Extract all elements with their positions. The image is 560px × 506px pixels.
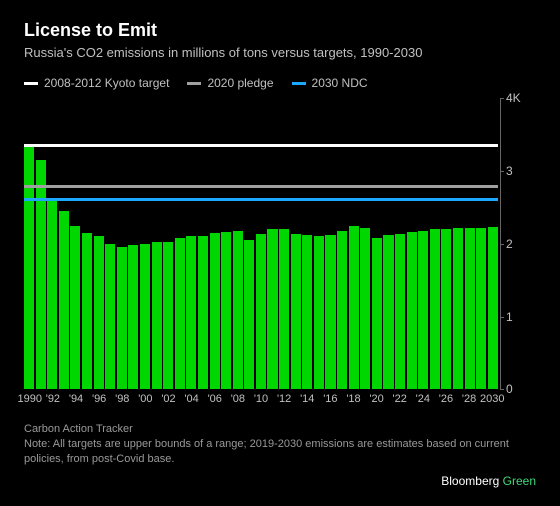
- legend-swatch: [292, 82, 306, 85]
- bar: [430, 229, 440, 389]
- bar: [198, 236, 208, 389]
- y-tick-mark: [500, 244, 504, 245]
- bar: [186, 236, 196, 389]
- chart-subtitle: Russia's CO2 emissions in millions of to…: [24, 45, 536, 60]
- y-axis: 01234K: [500, 98, 536, 389]
- footer: Carbon Action Tracker Note: All targets …: [24, 423, 536, 488]
- x-tick-label: '20: [369, 393, 383, 405]
- bar: [372, 238, 382, 390]
- chart-title: License to Emit: [24, 20, 536, 41]
- legend: 2008-2012 Kyoto target 2020 pledge 2030 ND…: [24, 76, 536, 90]
- bar: [175, 238, 185, 390]
- bar: [453, 228, 463, 389]
- y-tick-label: 3: [506, 164, 513, 178]
- bar: [441, 229, 451, 389]
- note-text: Note: All targets are upper bounds of a …: [24, 437, 536, 466]
- legend-label: 2008-2012 Kyoto target: [44, 76, 169, 90]
- x-tick-label: '16: [323, 393, 337, 405]
- x-tick-label: '14: [300, 393, 314, 405]
- y-tick-label: 0: [506, 382, 513, 396]
- x-tick-label: '28: [462, 393, 476, 405]
- x-tick-label: '24: [416, 393, 430, 405]
- bars-group: [24, 98, 498, 389]
- bar: [128, 245, 138, 389]
- bar: [140, 244, 150, 390]
- bar: [221, 232, 231, 389]
- y-tick-label: 4K: [506, 91, 521, 105]
- bar: [210, 233, 220, 390]
- x-tick-label: '12: [277, 393, 291, 405]
- x-tick-label: 2030: [480, 393, 504, 405]
- bar: [279, 229, 289, 389]
- x-tick-label: 1990: [18, 393, 42, 405]
- x-tick-label: '22: [393, 393, 407, 405]
- bar: [24, 145, 34, 389]
- attribution-accent: Green: [503, 474, 536, 488]
- bar: [325, 235, 335, 389]
- x-tick-label: '06: [208, 393, 222, 405]
- bar: [291, 234, 301, 389]
- legend-item: 2008-2012 Kyoto target: [24, 76, 169, 90]
- x-tick-label: '00: [138, 393, 152, 405]
- bar: [244, 240, 254, 389]
- attribution: Bloomberg Green: [24, 474, 536, 488]
- bar: [395, 234, 405, 390]
- chart-area: 01234K 1990'92'94'96'98'00'02'04'06'08'1…: [24, 98, 536, 409]
- bar: [349, 226, 359, 390]
- bar: [465, 228, 475, 390]
- bar: [105, 244, 115, 390]
- y-tick-label: 1: [506, 310, 513, 324]
- bar: [59, 211, 69, 389]
- bar: [47, 200, 57, 389]
- legend-label: 2030 NDC: [312, 76, 368, 90]
- y-tick-mark: [500, 317, 504, 318]
- x-tick-label: '18: [346, 393, 360, 405]
- bar: [152, 242, 162, 389]
- y-tick-mark: [500, 98, 504, 99]
- y-tick-label: 2: [506, 237, 513, 251]
- legend-swatch: [24, 82, 38, 85]
- bar: [36, 160, 46, 389]
- bar: [70, 226, 80, 390]
- chart-container: License to Emit Russia's CO2 emissions i…: [0, 0, 560, 506]
- bar: [383, 235, 393, 389]
- bar: [163, 242, 173, 390]
- legend-item: 2020 pledge: [187, 76, 273, 90]
- legend-swatch: [187, 82, 201, 85]
- x-axis: 1990'92'94'96'98'00'02'04'06'08'10'12'14…: [24, 389, 498, 409]
- x-tick-label: '94: [69, 393, 83, 405]
- bar: [337, 231, 347, 390]
- source-text: Carbon Action Tracker: [24, 423, 536, 435]
- bar: [314, 236, 324, 389]
- y-tick-mark: [500, 389, 504, 390]
- bar: [233, 231, 243, 389]
- attribution-main: Bloomberg: [441, 474, 502, 488]
- bar: [476, 228, 486, 390]
- bar: [256, 234, 266, 389]
- x-tick-label: '02: [161, 393, 175, 405]
- bar: [117, 247, 127, 389]
- y-tick-mark: [500, 171, 504, 172]
- bar: [418, 231, 428, 390]
- legend-label: 2020 pledge: [207, 76, 273, 90]
- bar: [360, 228, 370, 390]
- x-tick-label: '10: [254, 393, 268, 405]
- target-line-kyoto: [24, 144, 498, 147]
- bar: [407, 232, 417, 389]
- target-line-ndc2030: [24, 198, 498, 201]
- bar: [82, 233, 92, 390]
- legend-item: 2030 NDC: [292, 76, 368, 90]
- bar: [488, 227, 498, 389]
- x-tick-label: '96: [92, 393, 106, 405]
- x-tick-label: '98: [115, 393, 129, 405]
- bar: [302, 235, 312, 389]
- x-tick-label: '04: [184, 393, 198, 405]
- x-tick-label: '26: [439, 393, 453, 405]
- target-line-pledge2020: [24, 185, 498, 188]
- plot-region: [24, 98, 498, 389]
- bar: [94, 236, 104, 389]
- bar: [267, 229, 277, 389]
- x-tick-label: '92: [46, 393, 60, 405]
- x-tick-label: '08: [231, 393, 245, 405]
